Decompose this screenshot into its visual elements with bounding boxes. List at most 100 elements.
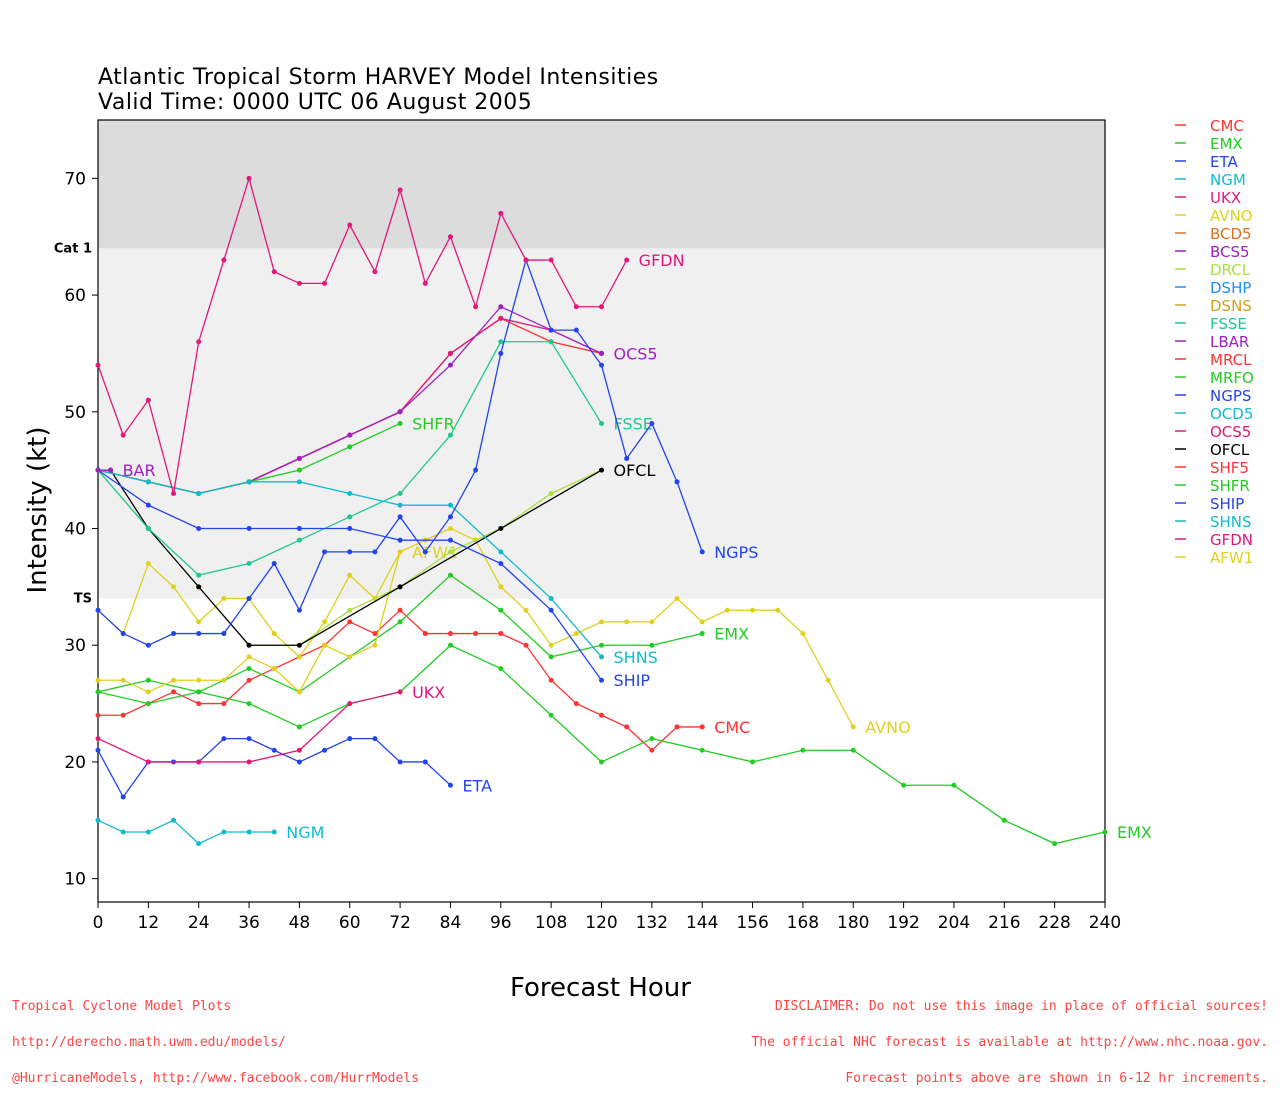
footer-credit-line: @HurricaneModels, http://www.facebook.co…	[12, 1071, 419, 1086]
data-point	[498, 210, 504, 216]
data-point	[296, 537, 302, 543]
data-point	[473, 467, 479, 473]
data-point	[221, 596, 227, 602]
data-point	[422, 280, 428, 286]
y-tick-label: 60	[64, 286, 86, 306]
data-point	[221, 677, 227, 683]
data-point	[548, 642, 554, 648]
data-point	[397, 187, 403, 193]
data-point	[221, 257, 227, 263]
footer-disclaimer-line: DISCLAIMER: Do not use this image in pla…	[774, 999, 1268, 1014]
data-point	[347, 654, 353, 660]
x-tick-label: 180	[837, 913, 869, 933]
chart-subtitle: Valid Time: 0000 UTC 06 August 2005	[98, 90, 533, 115]
legend-label: OCS5	[1210, 423, 1251, 441]
series-end-label: ETA	[462, 776, 492, 795]
series-end-label: FSSE	[614, 414, 653, 433]
data-point	[599, 654, 604, 660]
x-tick-label: 120	[585, 913, 617, 933]
data-point	[246, 561, 252, 567]
data-point	[322, 549, 328, 555]
y-axis-label: Intensity (kt)	[23, 426, 53, 594]
data-point	[498, 315, 504, 321]
data-point	[573, 327, 579, 333]
data-point	[397, 584, 403, 590]
data-point	[221, 701, 227, 707]
data-point	[447, 631, 453, 637]
data-point	[498, 304, 504, 310]
data-point	[347, 619, 353, 625]
footer-credit-line: Tropical Cyclone Model Plots	[12, 999, 232, 1014]
data-point	[674, 596, 680, 602]
data-point	[1052, 841, 1058, 847]
data-point	[171, 631, 177, 637]
data-point	[523, 642, 529, 648]
data-point	[447, 549, 453, 555]
data-point	[347, 526, 353, 532]
data-point	[246, 175, 252, 181]
data-point	[120, 432, 126, 438]
legend-label: SHIP	[1210, 495, 1244, 513]
data-point	[246, 677, 252, 683]
data-point	[951, 782, 957, 788]
data-point	[498, 631, 504, 637]
data-point	[347, 736, 353, 742]
legend-label: OFCL	[1210, 441, 1250, 459]
data-point	[145, 677, 151, 683]
data-point	[296, 689, 302, 695]
data-point	[422, 549, 428, 555]
data-point	[825, 677, 831, 683]
data-point	[95, 607, 101, 613]
data-point	[724, 607, 730, 613]
data-point	[422, 631, 428, 637]
data-point	[548, 596, 554, 602]
data-point	[347, 607, 353, 613]
data-point	[196, 759, 202, 765]
data-point	[145, 526, 151, 532]
series-end-label: GFDN	[639, 251, 685, 270]
data-point	[473, 631, 479, 637]
data-point	[246, 596, 252, 602]
data-point	[347, 490, 353, 496]
footer-disclaimer: DISCLAIMER: Do not use this image in pla…	[751, 977, 1268, 1097]
data-point	[649, 642, 655, 648]
series-end-label: NGPS	[714, 543, 758, 562]
data-point	[750, 759, 756, 765]
data-point	[347, 572, 353, 578]
data-point	[372, 631, 378, 637]
data-point	[196, 584, 202, 590]
data-point	[95, 747, 101, 753]
series-end-label: NGM	[286, 823, 324, 842]
series-line	[97, 819, 275, 845]
data-point	[599, 642, 604, 648]
legend-label: MRFO	[1210, 369, 1254, 387]
data-point	[296, 654, 302, 660]
series-end-label: SHFR	[412, 414, 455, 433]
legend-label: SHFR	[1210, 477, 1250, 495]
data-point	[548, 712, 554, 718]
data-point	[573, 304, 579, 310]
legend-label: BCD5	[1210, 225, 1252, 243]
legend-label: BCS5	[1210, 243, 1250, 261]
data-point	[624, 455, 630, 461]
data-point	[1102, 829, 1108, 835]
data-point	[573, 701, 579, 707]
data-point	[498, 549, 504, 555]
x-tick-label: 36	[238, 913, 260, 933]
x-tick-label: 12	[138, 913, 160, 933]
data-point	[196, 631, 202, 637]
data-point	[196, 490, 202, 496]
data-point	[548, 654, 554, 660]
data-point	[120, 829, 126, 835]
x-axis-label: Forecast Hour	[510, 973, 691, 1003]
series-end-label: CMC	[714, 718, 750, 737]
data-point	[246, 479, 252, 485]
x-tick-label: 240	[1089, 913, 1121, 933]
data-point	[447, 526, 453, 532]
data-point	[347, 432, 353, 438]
data-point	[145, 561, 151, 567]
x-tick-label: 132	[636, 913, 668, 933]
data-point	[750, 607, 756, 613]
footer-disclaimer-line: Forecast points above are shown in 6-12 …	[845, 1071, 1268, 1086]
series-end-label: BAR	[123, 461, 156, 480]
